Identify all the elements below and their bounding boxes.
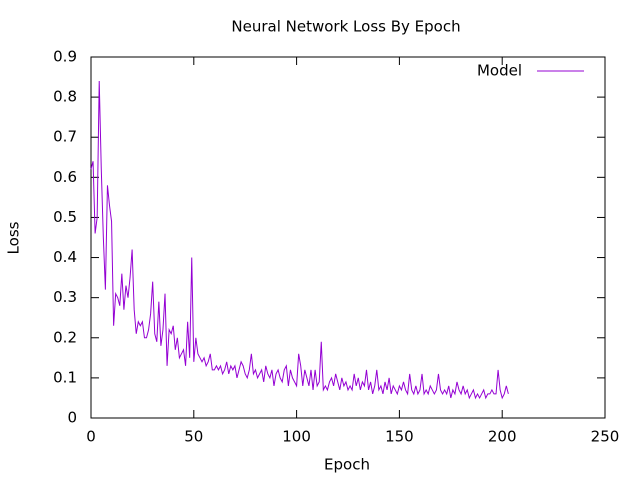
y-tick-label: 0.6 — [53, 168, 77, 186]
x-tick-label: 100 — [282, 428, 311, 446]
y-tick-label: 0.8 — [53, 88, 77, 106]
plot-border — [90, 56, 606, 419]
y-tick-label: 0.7 — [53, 128, 77, 146]
y-tick-label: 0.2 — [53, 328, 77, 346]
x-tick-label: 0 — [86, 428, 96, 446]
y-tick-label: 0.3 — [53, 288, 77, 306]
y-tick-label: 0.1 — [53, 368, 77, 386]
y-tick-label: 0 — [67, 409, 77, 427]
y-tick-label: 0.9 — [53, 48, 77, 66]
y-tick-label: 0.5 — [53, 208, 77, 226]
x-tick-label: 50 — [184, 428, 203, 446]
y-tick-label: 0.4 — [53, 248, 77, 266]
series-line — [90, 81, 509, 400]
x-tick-label: 250 — [591, 428, 620, 446]
legend-label: Model — [477, 62, 522, 80]
x-tick-label: 200 — [488, 428, 517, 446]
x-axis-label: Epoch — [324, 456, 370, 474]
x-tick-label: 150 — [385, 428, 414, 446]
chart-title: Neural Network Loss By Epoch — [231, 18, 460, 36]
y-axis-label: Loss — [5, 221, 23, 254]
